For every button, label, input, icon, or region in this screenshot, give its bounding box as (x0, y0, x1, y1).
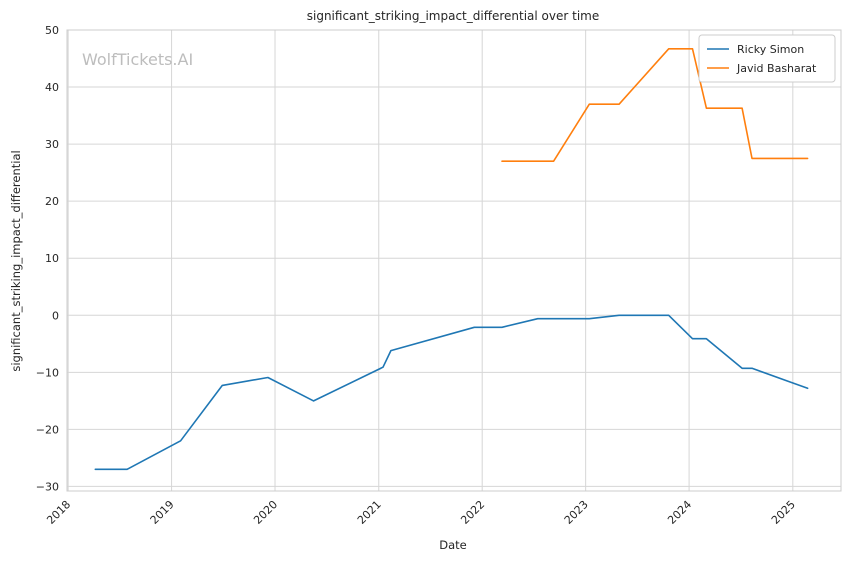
y-tick-label: −10 (36, 366, 59, 379)
grid (67, 29, 841, 491)
y-tick-label: −30 (36, 480, 59, 493)
legend-label: Javid Basharat (736, 62, 817, 75)
y-tick-label: 50 (45, 24, 59, 37)
watermark: WolfTickets.AI (82, 50, 193, 69)
legend: Ricky Simon Javid Basharat (698, 34, 836, 83)
y-tick-label: −20 (36, 423, 59, 436)
y-axis-label: significant_striking_impact_differential (9, 150, 23, 371)
y-tick-label: 40 (45, 81, 59, 94)
y-tick-label: 20 (45, 195, 59, 208)
series-line-javid-basharat (501, 47, 809, 162)
x-axis-label: Date (439, 538, 467, 552)
plot-area-frame (66, 29, 842, 492)
legend-label: Ricky Simon (737, 43, 804, 56)
y-tick-labels: −30 −20 −10 0 10 20 30 40 50 (36, 24, 59, 493)
series-lines (94, 47, 809, 471)
legend-box (698, 34, 836, 83)
chart-title: significant_striking_impact_differential… (307, 9, 599, 23)
y-tick-label: 10 (45, 252, 59, 265)
y-tick-label: 30 (45, 138, 59, 151)
series-line-ricky-simon (94, 314, 809, 471)
y-tick-label: 0 (52, 309, 59, 322)
